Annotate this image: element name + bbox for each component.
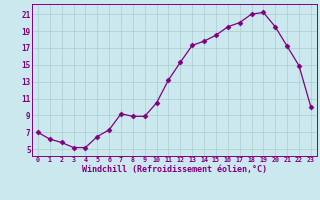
- X-axis label: Windchill (Refroidissement éolien,°C): Windchill (Refroidissement éolien,°C): [82, 165, 267, 174]
